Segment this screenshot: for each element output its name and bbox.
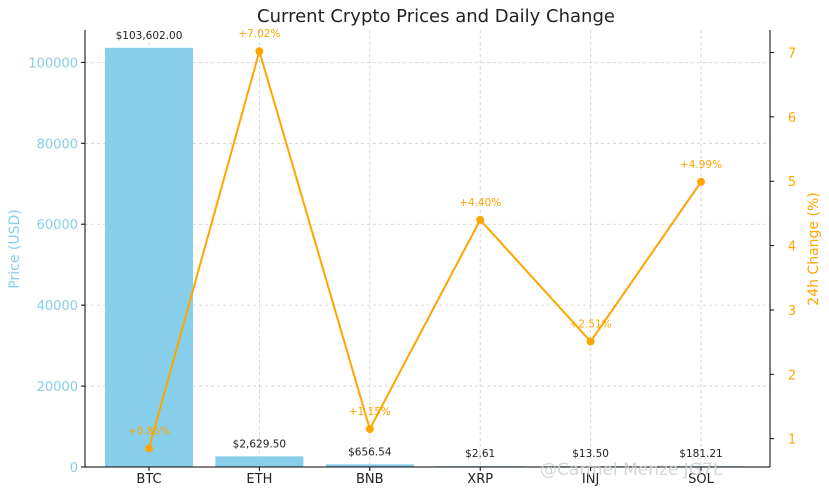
change-value-label-bnb: +1.15% (349, 406, 391, 418)
change-line (148, 47, 702, 449)
y2-tick-label-3: 4 (788, 240, 796, 255)
change-value-label-sol: +4.99% (680, 159, 722, 171)
line-layer (145, 47, 705, 453)
change-point-btc (145, 444, 153, 453)
x-tick-label-eth: ETH (246, 472, 272, 487)
bar-bnb (325, 464, 414, 467)
y-tick-label-2: 40000 (37, 299, 78, 314)
watermark: @Carmel Menze JG7L (540, 460, 723, 480)
change-point-inj (586, 337, 595, 346)
y2-tick-label-0: 1 (788, 433, 796, 448)
right-ticks-group: 1 2 3 4 5 6 7 (770, 47, 796, 448)
change-value-label-inj: +2.51% (570, 318, 612, 330)
y-tick-label-1: 20000 (37, 380, 78, 395)
bar-value-label-bnb: $656.54 (348, 446, 392, 458)
change-point-bnb (365, 425, 374, 434)
y2-tick-label-1: 2 (788, 368, 796, 383)
change-value-label-eth: +7.02% (238, 28, 280, 40)
y2-tick-label-5: 6 (788, 111, 796, 126)
change-value-label-xrp: +4.40% (459, 197, 501, 209)
bar-value-label-xrp: $2.61 (465, 448, 495, 460)
y2-tick-label-4: 5 (788, 175, 796, 190)
y-tick-label-0: 0 (70, 461, 78, 476)
y2-axis-label: 24h Change (%) (806, 192, 822, 305)
change-point-xrp (476, 215, 485, 224)
y-axis-label: Price (USD) (7, 209, 23, 288)
change-point-sol (697, 177, 705, 186)
chart-title: Current Crypto Prices and Daily Change (257, 6, 615, 27)
x-tick-label-inj: INJ (582, 472, 599, 487)
x-tick-label-xrp: XRP (467, 472, 493, 487)
bar-value-label-btc: $103,602.00 (116, 30, 183, 42)
bar-value-label-sol: $181.21 (679, 448, 722, 460)
bar-eth (215, 456, 304, 467)
change-point-eth (255, 47, 264, 56)
bar-value-label-inj: $13.50 (572, 448, 609, 460)
x-ticks-group: BTC ETH BNB XRP INJ SOL (136, 467, 715, 487)
bar-btc (105, 47, 193, 467)
bars-group (105, 47, 745, 467)
y-tick-label-3: 60000 (37, 218, 78, 233)
bar-value-label-eth: $2,629.50 (233, 438, 286, 450)
x-tick-label-btc: BTC (136, 472, 161, 487)
y2-tick-label-2: 3 (788, 304, 796, 319)
left-ticks-group: 0 20000 40000 60000 80000 100000 (28, 56, 85, 476)
y-tick-label-4: 80000 (37, 137, 78, 152)
x-tick-label-sol: SOL (688, 472, 714, 487)
y-tick-label-5: 100000 (28, 56, 78, 71)
x-tick-label-bnb: BNB (356, 472, 384, 487)
y2-tick-label-6: 7 (788, 47, 796, 62)
change-value-label-btc: +0.85% (128, 425, 170, 437)
bar-labels-group: $103,602.00 $2,629.50 $656.54 $2.61 $13.50 $1… (116, 30, 723, 460)
point-labels-group: +0.85% +7.02% +1.15% +4.40% +2.51% +4.99% (128, 28, 722, 437)
